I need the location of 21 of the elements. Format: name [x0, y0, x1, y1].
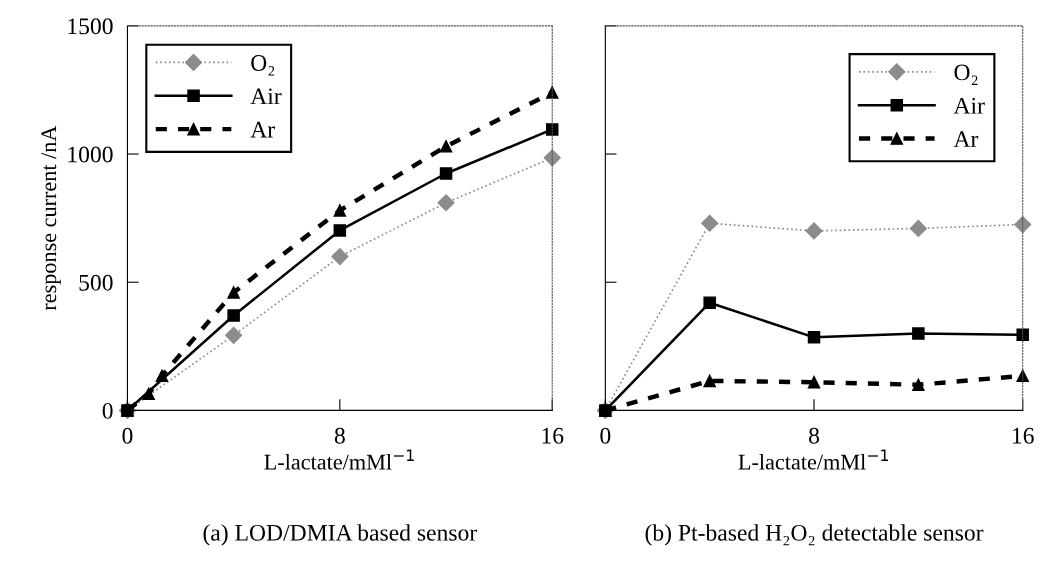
x-axis-title: L-lactate/mMl$^{−1}$ [738, 449, 888, 470]
x-tick-label: 0 [600, 427, 611, 444]
y-tick-label: 1000 [68, 146, 113, 163]
y-tick-label: 1500 [68, 18, 113, 35]
legend-label: O₂ [954, 64, 978, 85]
text: (b) Pt-based H₂O₂ detectable sensor [645, 524, 984, 546]
x-tick-label: 8 [334, 427, 345, 444]
legend-label: Ar [953, 131, 979, 147]
x-tick-label: 16 [542, 427, 564, 444]
legend-label: Air [250, 88, 282, 105]
legend-label: O₂ [251, 55, 275, 76]
legend-label: Air [953, 97, 985, 114]
x-axis-title: L-lactate/mMl$^{−1}$ [264, 449, 414, 470]
text: (a) LOD/DMIA based sensor [203, 524, 477, 546]
y-tick-label: 500 [79, 274, 113, 291]
x-tick-label: 0 [122, 427, 133, 444]
legend-label: Ar [250, 121, 275, 138]
y-axis-title: response current /nA [41, 125, 61, 311]
x-tick-label: 8 [809, 427, 820, 444]
x-tick-label: 16 [1012, 427, 1034, 444]
y-tick-label: 0 [102, 402, 113, 419]
